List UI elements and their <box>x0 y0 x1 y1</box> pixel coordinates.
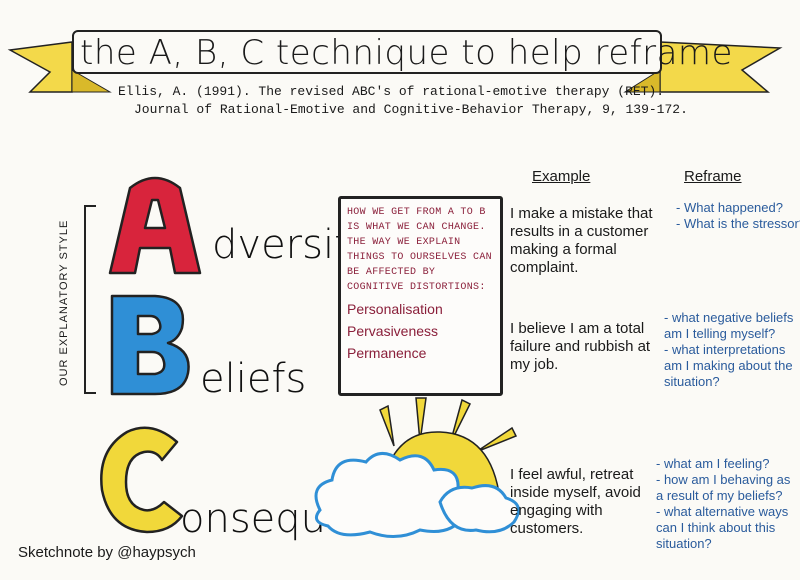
example-beliefs: I believe I am a total failure and rubbi… <box>510 320 651 373</box>
title-ribbon <box>7 41 783 93</box>
reframe-item: - what am I feeling? <box>656 456 770 471</box>
distortion-pervasiveness: Pervasiveness <box>347 323 439 339</box>
reframe-adversity: - What happened? - What is the stressor? <box>676 200 800 232</box>
distortions-text: HOW WE GET FROM A to B IS WHAT WE CAN CH… <box>347 207 492 293</box>
example-consequences: I feel awful, retreat inside myself, avo… <box>510 466 641 537</box>
title-box <box>72 30 662 74</box>
distortion-permanence: Permanence <box>347 345 427 361</box>
citation-line-2: Journal of Rational-Emotive and Cognitiv… <box>134 102 688 117</box>
reframe-consequences: - what am I feeling? - how am I behaving… <box>656 456 796 552</box>
distortions-box: HOW WE GET FROM A to B IS WHAT WE CAN CH… <box>338 196 503 396</box>
letter-c-icon <box>100 426 184 534</box>
page-title: the A, B, C technique to help reframe <box>80 33 733 73</box>
explanatory-style-label: OUR EXPLANATORY STYLE <box>58 219 70 386</box>
sun-cloud-icon <box>314 397 520 538</box>
reframe-item: - What is the stressor? <box>676 216 800 231</box>
reframe-beliefs: - what negative beliefs am I telling mys… <box>664 310 800 390</box>
reframe-item: - What happened? <box>676 200 783 215</box>
letter-b-icon <box>110 294 190 396</box>
example-heading: Example <box>532 168 591 185</box>
reframe-item: - how am I behaving as a result of my be… <box>656 472 791 503</box>
distortion-personalisation: Personalisation <box>347 301 443 317</box>
style-bracket <box>84 205 96 394</box>
beliefs-word: eliefs <box>200 356 307 402</box>
letter-a-icon <box>108 176 202 275</box>
reframe-heading: Reframe <box>684 168 742 185</box>
sketchnote-credit: Sketchnote by @haypsych <box>18 544 196 561</box>
reframe-item: - what interpretations am I making about… <box>664 342 793 389</box>
citation-line-1: Ellis, A. (1991). The revised ABC's of r… <box>118 84 665 99</box>
reframe-item: - what alternative ways can I think abou… <box>656 504 789 551</box>
reframe-item: - what negative beliefs am I telling mys… <box>664 310 794 341</box>
example-adversity: I make a mistake that results in a custo… <box>510 205 653 276</box>
